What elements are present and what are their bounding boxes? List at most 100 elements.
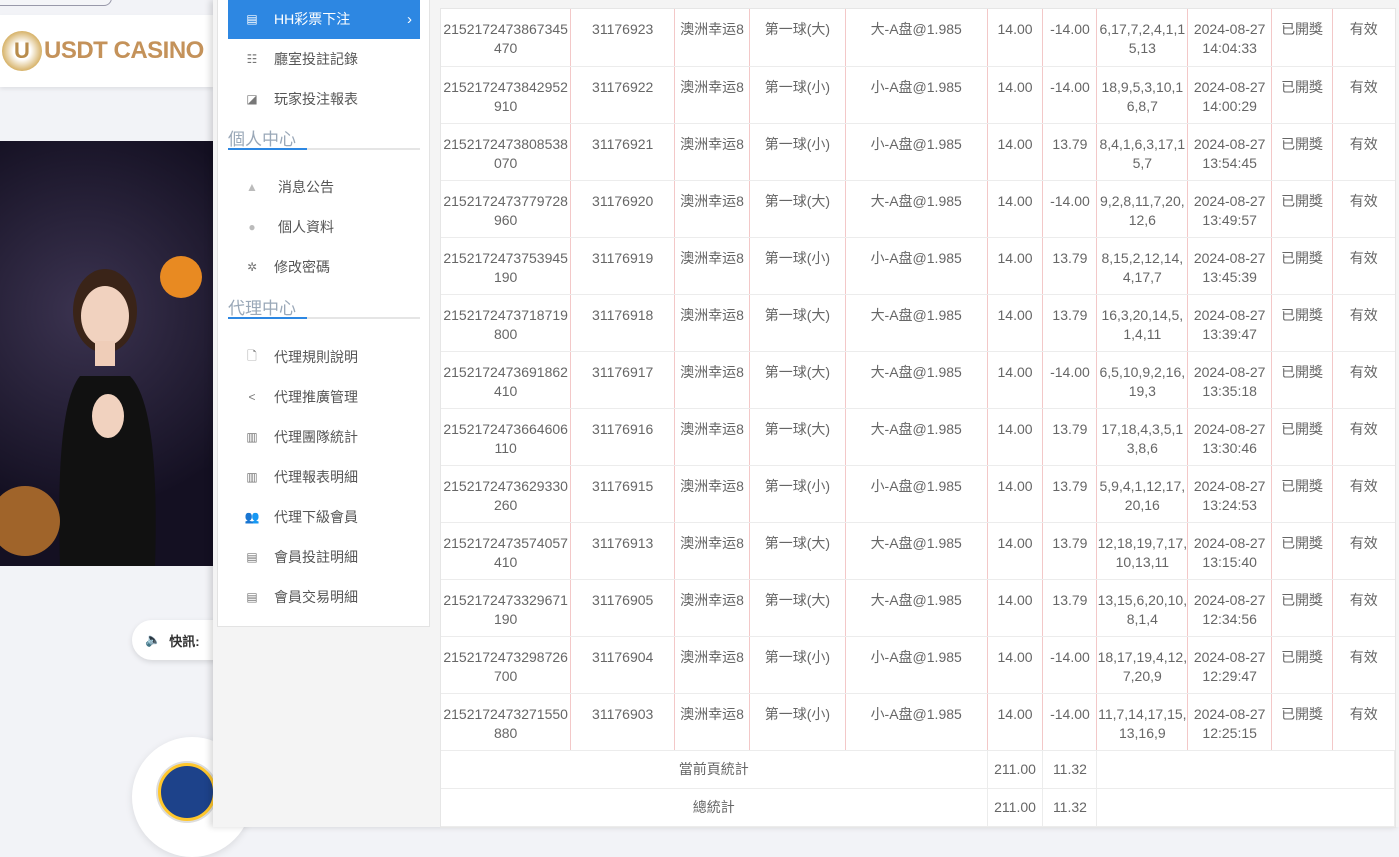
user-icon: ●: [248, 220, 256, 234]
bet-content-cell: 大-A盘@1.985: [845, 180, 988, 238]
bet-id-cell: 2152172473691862410: [441, 351, 572, 409]
bet-amount-cell: 14.00: [987, 237, 1044, 295]
sidebar-item-label: 代理下級會員: [274, 509, 358, 525]
bet-id-cell: 2152172473718719800: [441, 294, 572, 352]
validity-cell: 有效: [1332, 465, 1395, 523]
sidebar-item-member-transactions[interactable]: ▤ 會員交易明細: [228, 577, 420, 617]
list-box-icon: ▤: [246, 590, 258, 604]
bell-icon: ▲: [246, 180, 258, 194]
bet-time-cell: 2024-08-27 12:25:15: [1187, 693, 1273, 751]
draw-status-cell: 已開獎: [1271, 180, 1334, 238]
play-type-cell: 第一球(大): [749, 522, 846, 580]
draw-result-cell: 6,17,7,2,4,1,15,13: [1096, 9, 1189, 67]
sidebar-item-room-bets[interactable]: ☷ 廳室投註記錄: [228, 39, 420, 79]
bet-amount-cell: 14.00: [987, 693, 1044, 751]
draw-result-cell: 12,18,19,7,17,10,13,11: [1096, 522, 1189, 580]
bet-amount-cell: 14.00: [987, 522, 1044, 580]
bet-id-cell: 2152172473664606110: [441, 408, 572, 466]
draw-result-cell: 13,15,6,20,10,8,1,4: [1096, 579, 1189, 637]
bet-id-cell: 2152172473329671190: [441, 579, 572, 637]
sidebar-item-hh-lottery[interactable]: ▤ HH彩票下注 ›: [228, 0, 420, 39]
profit-cell: -14.00: [1042, 180, 1098, 238]
bet-time-cell: 2024-08-27 14:04:33: [1187, 9, 1273, 67]
sidebar-item-agent-team-stats[interactable]: ▥ 代理團隊統計: [228, 417, 420, 457]
logo-emblem-icon: U: [2, 31, 42, 71]
bet-records-table: 2152172473867345470 31176923 澳洲幸运8 第一球(大) 大-…: [440, 8, 1396, 828]
game-name-cell: 澳洲幸运8: [674, 9, 750, 67]
member-panel: ▤ HH彩票下注 › ☷ 廳室投註記錄 ◪ 玩家投注報表 個人中心 ▲ 消息公告…: [213, 0, 1399, 828]
draw-status-cell: 已開獎: [1271, 693, 1334, 751]
table-row: 2152172473842952910 31176922 澳洲幸运8 第一球(小) 小-…: [441, 66, 1395, 124]
bet-time-cell: 2024-08-27 13:39:47: [1187, 294, 1273, 352]
table-row: 2152172473298726700 31176904 澳洲幸运8 第一球(小) 小-…: [441, 636, 1395, 694]
clipboard-icon: ▤: [246, 550, 258, 564]
bet-amount-cell: 14.00: [987, 123, 1044, 181]
sidebar-item-label: 代理團隊統計: [274, 429, 358, 445]
table-row: 2152172473718719800 31176918 澳洲幸运8 第一球(大) 大-…: [441, 294, 1395, 352]
sidebar-item-player-report[interactable]: ◪ 玩家投注報表: [228, 79, 420, 119]
issue-number-cell: 31176923: [570, 9, 676, 67]
game-name-cell: 澳洲幸运8: [674, 351, 750, 409]
profit-cell: -14.00: [1042, 66, 1098, 124]
ball-15-icon: [0, 486, 60, 556]
validity-cell: 有效: [1332, 66, 1395, 124]
issue-number-cell: 31176917: [570, 351, 676, 409]
validity-cell: 有效: [1332, 522, 1395, 580]
sidebar-item-profile[interactable]: ● 個人資料: [228, 207, 420, 247]
site-logo[interactable]: U USDT CASINO: [0, 15, 213, 87]
sidebar-item-change-password[interactable]: ✲ 修改密碼: [228, 247, 420, 287]
validity-cell: 有效: [1332, 408, 1395, 466]
table-row: 2152172473574057410 31176913 澳洲幸运8 第一球(大) 大-…: [441, 522, 1395, 580]
issue-number-cell: 31176920: [570, 180, 676, 238]
speaker-icon: 🔈: [145, 632, 162, 647]
issue-number-cell: 31176922: [570, 66, 676, 124]
sidebar-item-agent-promotion[interactable]: < 代理推廣管理: [228, 377, 420, 417]
list-icon: ▤: [246, 12, 258, 26]
play-type-cell: 第一球(小): [749, 123, 846, 181]
draw-status-cell: 已開獎: [1271, 237, 1334, 295]
background-page: U USDT CASINO 🔈 快訊:: [0, 0, 252, 857]
sidebar-item-member-bets[interactable]: ▤ 會員投註明細: [228, 537, 420, 577]
grand-total-profit: 11.32: [1042, 788, 1098, 827]
issue-number-cell: 31176915: [570, 465, 676, 523]
play-type-cell: 第一球(小): [749, 465, 846, 523]
sidebar-item-agent-report[interactable]: ▥ 代理報表明細: [228, 457, 420, 497]
table-row: 2152172473691862410 31176917 澳洲幸运8 第一球(大) 大-…: [441, 351, 1395, 409]
validity-cell: 有效: [1332, 9, 1395, 67]
game-name-cell: 澳洲幸运8: [674, 693, 750, 751]
bet-amount-cell: 14.00: [987, 9, 1044, 67]
game-name-cell: 澳洲幸运8: [674, 237, 750, 295]
profit-cell: 13.79: [1042, 465, 1098, 523]
table-row: 2152172473779728960 31176920 澳洲幸运8 第一球(大) 大-…: [441, 180, 1395, 238]
play-type-cell: 第一球(小): [749, 636, 846, 694]
profit-cell: 13.79: [1042, 522, 1098, 580]
sidebar-item-announcements[interactable]: ▲ 消息公告: [228, 167, 420, 207]
top-button[interactable]: [0, 0, 112, 6]
issue-number-cell: 31176904: [570, 636, 676, 694]
issue-number-cell: 31176919: [570, 237, 676, 295]
draw-result-cell: 6,5,10,9,2,16,19,3: [1096, 351, 1189, 409]
bet-content-cell: 大-A盘@1.985: [845, 522, 988, 580]
bet-content-cell: 大-A盘@1.985: [845, 351, 988, 409]
page-total-amount: 211.00: [987, 750, 1044, 789]
bet-time-cell: 2024-08-27 12:34:56: [1187, 579, 1273, 637]
sidebar-item-label: 會員投註明細: [274, 549, 358, 565]
sidebar-item-agent-rules[interactable]: 🗋 代理規則說明: [228, 337, 420, 377]
bet-time-cell: 2024-08-27 12:29:47: [1187, 636, 1273, 694]
bet-amount-cell: 14.00: [987, 408, 1044, 466]
sidebar-item-agent-members[interactable]: 👥 代理下級會員: [228, 497, 420, 537]
table-row: 2152172473629330260 31176915 澳洲幸运8 第一球(小) 小-…: [441, 465, 1395, 523]
play-type-cell: 第一球(大): [749, 408, 846, 466]
game-name-cell: 澳洲幸运8: [674, 465, 750, 523]
issue-number-cell: 31176905: [570, 579, 676, 637]
bet-amount-cell: 14.00: [987, 351, 1044, 409]
draw-result-cell: 18,9,5,3,10,16,8,7: [1096, 66, 1189, 124]
share-icon: <: [248, 390, 256, 404]
play-type-cell: 第一球(大): [749, 579, 846, 637]
table-row: 2152172473271550880 31176903 澳洲幸运8 第一球(小) 小-…: [441, 693, 1395, 751]
play-type-cell: 第一球(小): [749, 693, 846, 751]
promo-banner[interactable]: [0, 141, 213, 566]
bet-content-cell: 小-A盘@1.985: [845, 66, 988, 124]
bet-content-cell: 大-A盘@1.985: [845, 408, 988, 466]
bet-id-cell: 2152172473574057410: [441, 522, 572, 580]
